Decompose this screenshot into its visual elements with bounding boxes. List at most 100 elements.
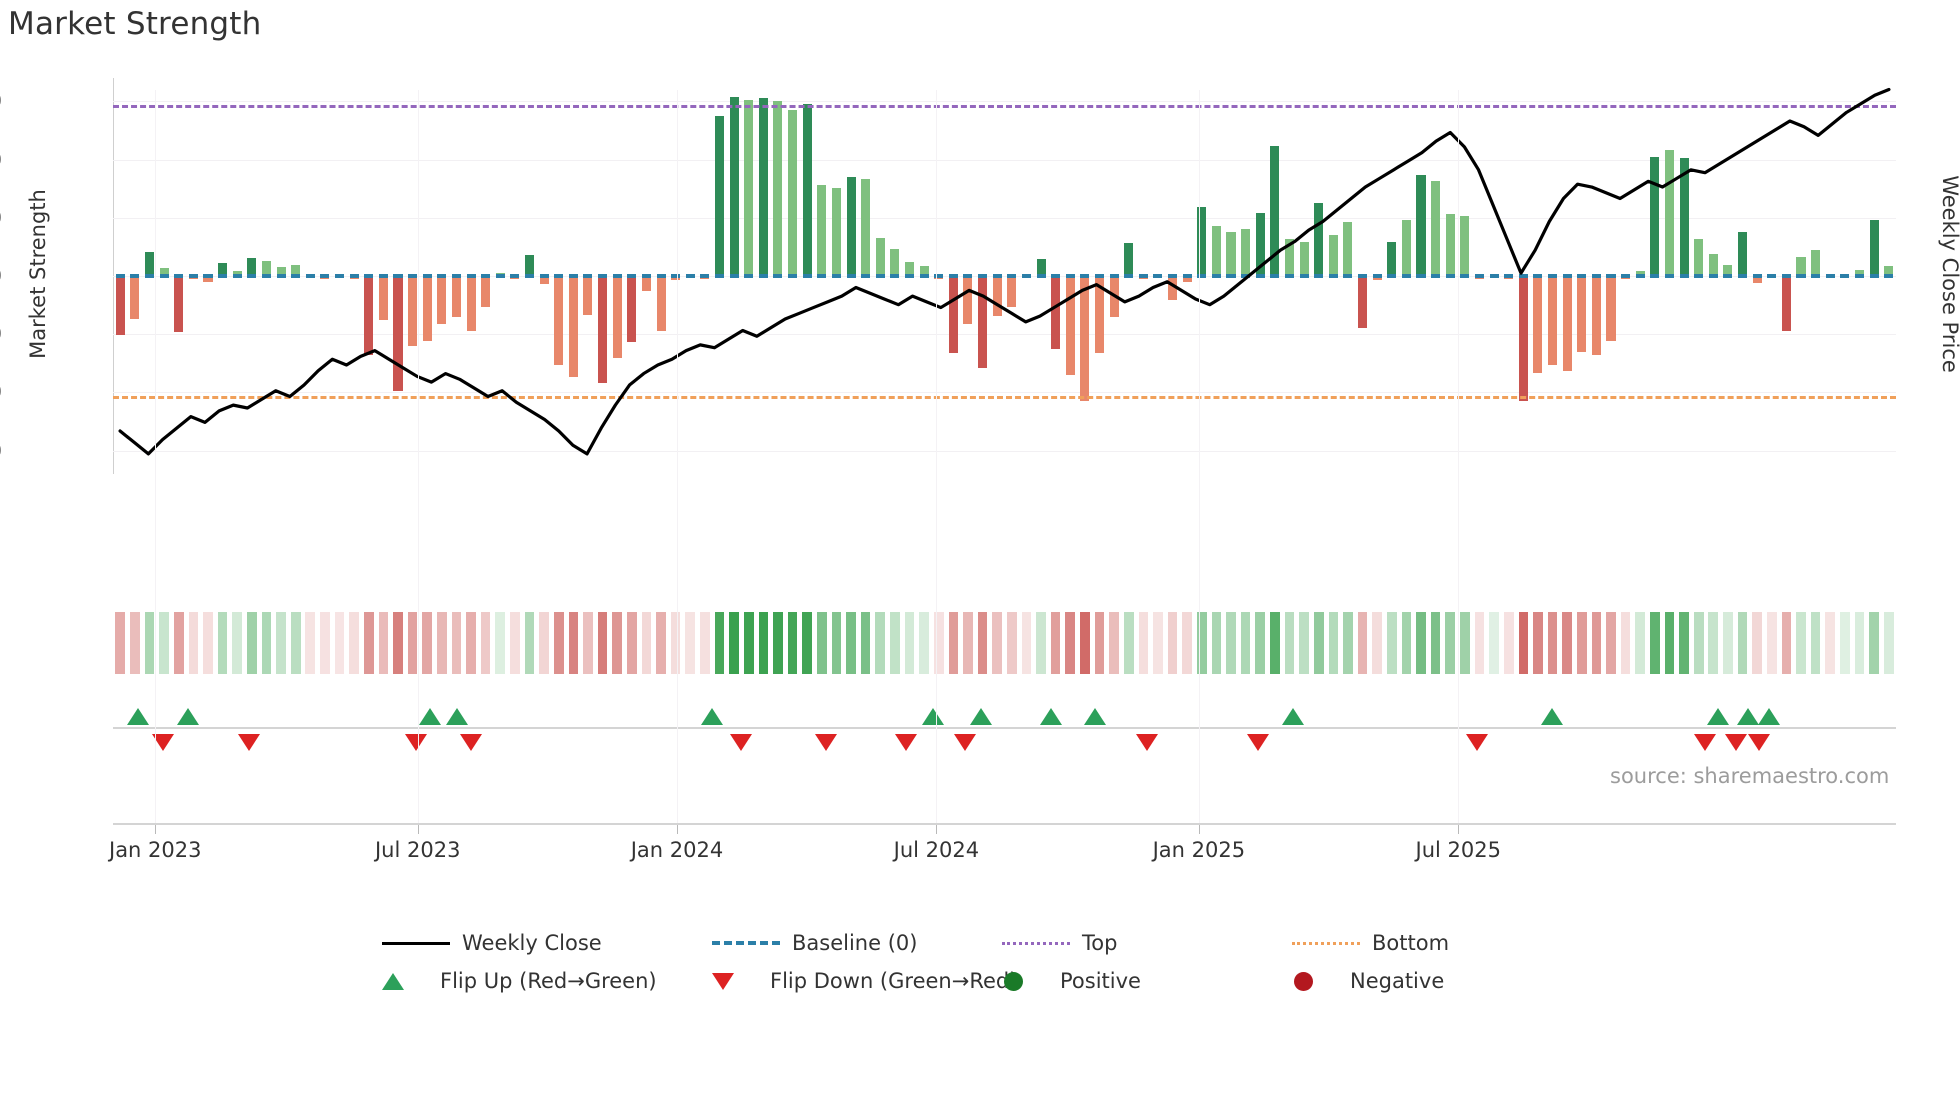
strength-bar — [466, 276, 476, 332]
heatmap-cell — [1416, 612, 1426, 674]
baseline-segment — [568, 274, 578, 278]
flip-down-marker — [1465, 734, 1488, 751]
heatmap-cell — [159, 612, 169, 674]
heatmap-cell — [1196, 612, 1207, 674]
heatmap-cell — [919, 612, 929, 674]
x-axis-tick-label: Jul 2025 — [1415, 838, 1501, 862]
heatmap-cell — [656, 612, 666, 674]
heatmap-cell — [758, 612, 769, 674]
strength-bar — [174, 276, 184, 332]
strength-bar — [1606, 276, 1616, 342]
dot-icon — [1268, 968, 1340, 994]
strength-bar — [1416, 175, 1426, 276]
baseline-segment — [1182, 274, 1192, 278]
baseline-segment — [729, 274, 739, 278]
baseline-segment — [612, 274, 622, 278]
heatmap-cell — [1883, 612, 1894, 674]
strength-bar — [788, 110, 798, 276]
baseline-segment — [1562, 274, 1572, 278]
heatmap-cell — [802, 612, 813, 674]
legend-item[interactable]: Negative — [1268, 966, 1444, 996]
top-reference-line — [113, 105, 1896, 109]
heatmap-cell — [1869, 612, 1879, 674]
strength-bar — [1241, 229, 1251, 276]
strength-bar — [992, 276, 1002, 316]
legend-item[interactable]: Flip Down (Green→Red) — [688, 966, 1017, 996]
y-axis-left-tick: −10 — [0, 322, 2, 346]
gridline — [113, 392, 1896, 394]
strength-bar — [1387, 242, 1397, 276]
legend-item[interactable]: Bottom — [1290, 928, 1449, 958]
x-axis-tick-label: Jan 2025 — [1152, 838, 1246, 862]
flip-down-marker — [1694, 734, 1717, 751]
flip-axis-line — [113, 727, 1896, 729]
strength-bar — [1124, 243, 1134, 276]
strength-bar — [1270, 145, 1280, 276]
legend-item[interactable]: Flip Up (Red→Green) — [358, 966, 657, 996]
baseline-segment — [1591, 274, 1601, 278]
x-axis-tick-mark — [936, 825, 938, 834]
heatmap-cell — [1021, 612, 1032, 674]
flip-down-marker — [405, 734, 428, 751]
flip-up-marker — [1540, 708, 1563, 725]
flip-up-marker — [1737, 708, 1759, 725]
heatmap-cell — [992, 612, 1002, 674]
triangle-up-icon — [358, 968, 430, 994]
strength-bar — [1650, 156, 1660, 276]
baseline-segment — [1401, 274, 1411, 278]
heatmap-cell — [1372, 612, 1382, 674]
heatmap-cell — [1708, 612, 1719, 674]
heatmap-cell — [831, 612, 842, 674]
strength-bar — [451, 276, 461, 318]
baseline-segment — [1051, 274, 1061, 278]
strength-bar — [568, 276, 578, 377]
heatmap-cell — [115, 612, 126, 674]
heatmap-cell — [933, 612, 944, 674]
x-gridline — [155, 90, 157, 823]
heatmap-cell — [1226, 612, 1236, 674]
y-axis-left-tick: −30 — [0, 439, 2, 463]
heatmap-cell — [1080, 612, 1090, 674]
strength-bar — [744, 100, 754, 276]
legend-label: Top — [1082, 931, 1118, 955]
strength-bar — [802, 103, 812, 276]
legend-item[interactable]: Weekly Close — [380, 928, 602, 958]
legend-item[interactable]: Top — [1000, 928, 1117, 958]
heatmap-cell — [320, 612, 330, 674]
strength-bar — [437, 276, 447, 324]
x-axis-tick-label: Jul 2023 — [374, 838, 461, 862]
strength-bar — [612, 276, 622, 359]
baseline-segment — [495, 274, 505, 278]
heatmap-cell — [1094, 612, 1105, 674]
legend-item[interactable]: Baseline (0) — [710, 928, 917, 958]
heatmap-cell — [1123, 612, 1134, 674]
x-gridline — [676, 90, 678, 823]
baseline-segment — [1811, 274, 1821, 278]
gridline — [113, 217, 1896, 219]
legend-item[interactable]: Positive — [978, 966, 1141, 996]
strength-bar — [963, 276, 973, 325]
chart-legend: Weekly Close Baseline (0) Top Bottom Flip Up… — [380, 928, 1620, 1018]
heatmap-cell — [437, 612, 447, 674]
heatmap-cell — [305, 612, 316, 674]
strength-bar — [554, 276, 564, 365]
x-gridline — [1198, 90, 1200, 823]
flip-down-marker — [1246, 734, 1269, 751]
baseline-segment — [1021, 274, 1031, 278]
baseline-segment — [1445, 274, 1455, 278]
baseline-segment — [1781, 274, 1791, 278]
baseline-segment — [1752, 274, 1762, 278]
heatmap-cell — [1065, 612, 1076, 674]
strength-bar — [1255, 212, 1265, 276]
baseline-segment — [1270, 274, 1280, 278]
heatmap-cell — [422, 612, 433, 674]
baseline-segment — [1241, 274, 1251, 278]
heatmap-cell — [1781, 612, 1792, 674]
baseline-segment — [656, 274, 666, 278]
baseline-segment — [685, 274, 695, 278]
baseline-segment — [978, 274, 988, 278]
triangle-down-icon — [688, 968, 760, 994]
baseline-segment — [1694, 274, 1704, 278]
legend-label: Bottom — [1372, 931, 1450, 955]
baseline-segment — [291, 274, 301, 278]
